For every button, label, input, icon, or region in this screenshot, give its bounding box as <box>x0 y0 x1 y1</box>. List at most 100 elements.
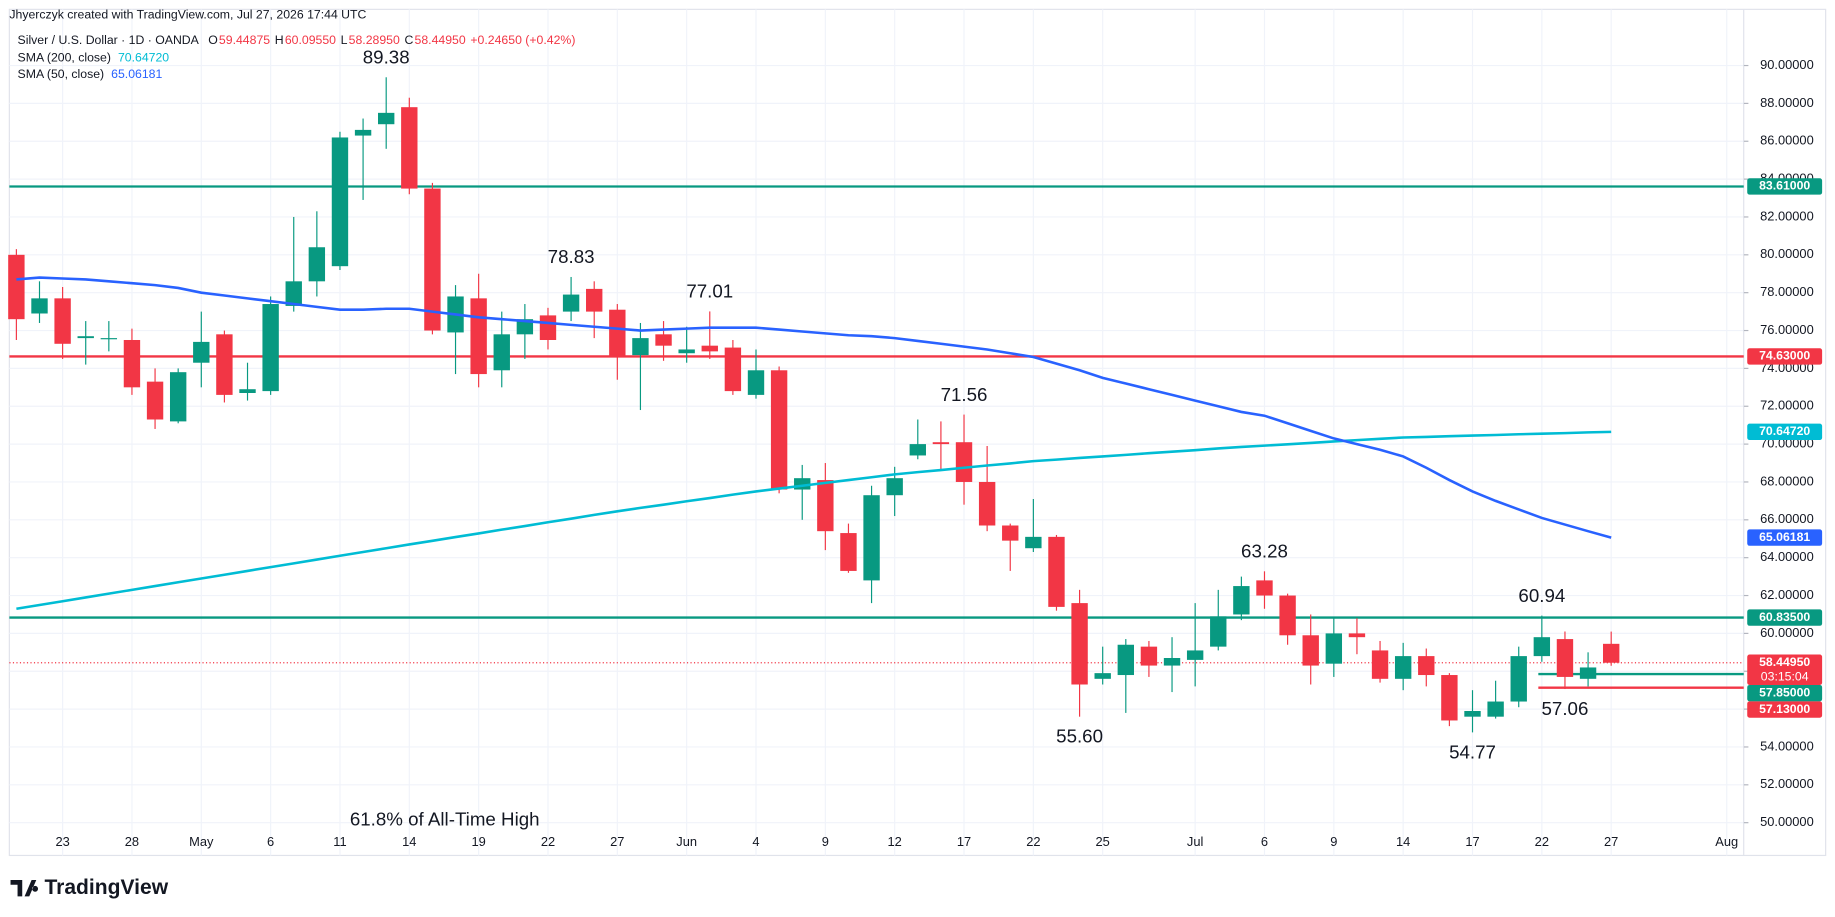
x-tick-label: 27 <box>610 834 624 849</box>
price-box <box>1747 609 1823 626</box>
candle-body <box>31 298 48 314</box>
price-annotation: 89.38 <box>363 46 410 67</box>
candle-body <box>1602 643 1620 663</box>
x-tick-label: May <box>189 834 214 849</box>
x-tick-label: 14 <box>1396 834 1410 849</box>
x-tick-label: 22 <box>1026 834 1040 849</box>
change: +0.24650 (+0.42%) <box>470 33 575 47</box>
price-box-label: 57.85000 <box>1759 685 1810 699</box>
x-tick-label: 19 <box>471 834 485 849</box>
legend-value: 70.64720 <box>118 51 169 65</box>
symbol: Silver / U.S. Dollar · 1D · OANDA <box>18 33 200 47</box>
price-annotation: 60.94 <box>1518 585 1565 606</box>
candle-body <box>978 481 996 526</box>
candle-body <box>378 112 395 125</box>
candle-body <box>1025 536 1042 549</box>
price-annotation: 71.56 <box>941 384 988 405</box>
candle-body <box>1464 710 1481 717</box>
candle-body <box>932 442 950 445</box>
price-box-label: 83.61000 <box>1759 179 1810 193</box>
price-box <box>1747 529 1823 546</box>
candle-body <box>1302 635 1319 666</box>
legend-name: SMA (200, close) <box>18 51 111 65</box>
y-tick-label: 54.00000 <box>1760 738 1814 753</box>
x-tick-label: 12 <box>888 834 902 849</box>
x-tick-label: 23 <box>55 834 69 849</box>
candle-body <box>747 370 765 395</box>
candle-body <box>1256 580 1273 596</box>
candle-body <box>724 347 742 392</box>
candle-body <box>1394 656 1412 679</box>
candle-body <box>146 381 164 420</box>
candle-body <box>909 444 926 456</box>
price-box <box>1747 348 1823 365</box>
logo-text: TradingView <box>44 876 168 899</box>
candle-body <box>54 298 71 344</box>
price-annotation: 57.06 <box>1542 698 1589 719</box>
x-tick-label: 11 <box>333 834 346 849</box>
x-tick-label: 25 <box>1096 834 1110 849</box>
candle-body <box>539 315 557 340</box>
x-tick-label: 14 <box>402 834 416 849</box>
y-tick-label: 78.00000 <box>1760 284 1814 299</box>
y-tick-label: 72.00000 <box>1760 398 1814 413</box>
candle-body <box>1094 673 1111 679</box>
x-tick-label: 27 <box>1604 834 1618 849</box>
legend-value: 65.06181 <box>111 67 162 81</box>
x-tick-label: 4 <box>752 834 759 849</box>
candle-body <box>1117 644 1135 676</box>
candle-body <box>1418 656 1435 676</box>
candle-body <box>1533 637 1551 657</box>
price-box-label: 65.06181 <box>1759 530 1810 544</box>
x-tick-label: 9 <box>1330 834 1337 849</box>
x-tick-label: Jun <box>676 834 697 849</box>
candle-body <box>1071 603 1088 685</box>
candle-body <box>586 288 603 312</box>
y-tick-label: 80.00000 <box>1760 246 1814 261</box>
y-tick-label: 64.00000 <box>1760 549 1814 564</box>
x-tick-label: 17 <box>1465 834 1479 849</box>
ohlc-key: C <box>405 33 414 47</box>
candle-body <box>262 304 279 392</box>
y-tick-label: 66.00000 <box>1760 511 1814 526</box>
candle-body <box>678 349 695 354</box>
x-tick-label: 6 <box>1261 834 1268 849</box>
candle-body <box>239 389 256 393</box>
candle-body <box>169 372 187 422</box>
price-box-label: 60.83500 <box>1759 610 1810 624</box>
candle-body <box>424 188 441 331</box>
ohlc-key: L <box>341 33 348 47</box>
candle-body <box>632 338 649 356</box>
price-box-label: 57.13000 <box>1759 702 1810 716</box>
price-annotation: 54.77 <box>1449 741 1496 762</box>
candle-body <box>516 319 534 335</box>
candle-body <box>493 334 510 371</box>
x-tick-label: Aug <box>1715 834 1738 849</box>
candle-body <box>331 137 349 267</box>
ohlc-key: O <box>208 33 218 47</box>
y-tick-label: 60.00000 <box>1760 625 1814 640</box>
x-tick-label: 6 <box>267 834 274 849</box>
price-annotation: 78.83 <box>548 246 595 267</box>
candle-body <box>1140 646 1158 666</box>
candle-body <box>701 345 718 352</box>
candle-body <box>470 298 487 375</box>
candle-body <box>100 338 118 340</box>
price-box <box>1747 684 1823 702</box>
candle-body <box>1002 525 1019 541</box>
candle-body <box>123 339 141 388</box>
candle-body <box>655 334 672 346</box>
candle-body <box>562 294 580 312</box>
x-tick-label: 22 <box>541 834 555 849</box>
price-annotation: 77.01 <box>686 281 733 302</box>
y-tick-label: 88.00000 <box>1760 95 1814 110</box>
candle-body <box>1510 656 1527 702</box>
sma-line <box>16 276 1612 539</box>
ohlc-value: 60.09550 <box>285 33 336 47</box>
price-box <box>1747 654 1823 685</box>
candle-body <box>609 309 626 358</box>
price-box <box>1747 178 1823 195</box>
candle-body <box>886 478 903 496</box>
